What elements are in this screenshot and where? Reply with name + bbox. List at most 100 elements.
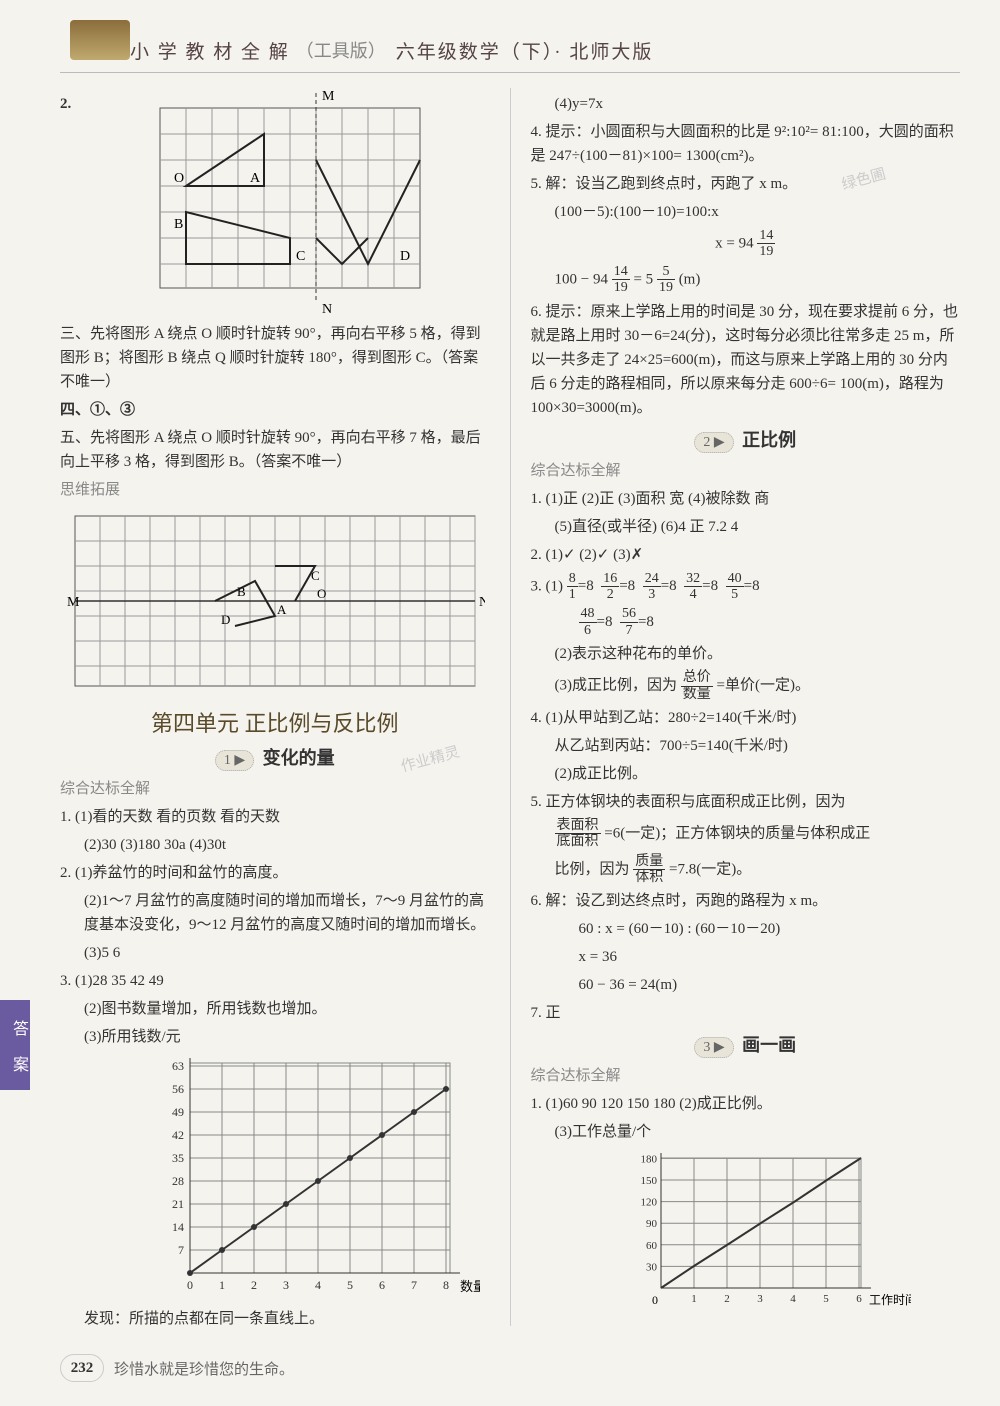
r5a: 表面积底面积 =6(一定)；正方体钢块的质量与体积成正 <box>531 818 961 850</box>
section-1-name: 变化的量 <box>263 748 335 768</box>
svg-text:30: 30 <box>646 1262 658 1274</box>
g2-N: N <box>479 595 485 610</box>
section-3-title: 3 ▶ 画一画 <box>531 1031 961 1058</box>
svg-text:90: 90 <box>646 1219 658 1231</box>
r-q5b: (100－5):(100－10)=100:x <box>531 200 961 224</box>
svg-text:8: 8 <box>443 1278 449 1292</box>
r5: 5. 正方体钢块的表面积与底面积成正比例，因为 <box>531 790 961 814</box>
svg-text:0: 0 <box>187 1278 193 1292</box>
r6d: 60 − 36 = 24(m) <box>531 973 961 997</box>
r4a: 4. (1)从甲站到乙站：280÷2=140(千米/时) <box>531 706 961 730</box>
svg-text:21: 21 <box>172 1197 184 1211</box>
svg-text:B: B <box>237 584 246 599</box>
svg-text:2: 2 <box>251 1278 257 1292</box>
r7: 7. 正 <box>531 1001 961 1025</box>
r1: 1. (1)正 (2)正 (3)面积 宽 (4)被除数 商 <box>531 487 961 511</box>
page-number: 232 <box>60 1354 104 1382</box>
l-q2b: (2)1～7 月盆竹的高度随时间的增加而增长，7～9 月盆竹的高度基本没变化，9… <box>60 889 490 937</box>
ans-3: 三、先将图形 A 绕点 O 顺时针旋转 90°，再向右平移 5 格，得到图形 B… <box>60 322 490 394</box>
svg-text:C: C <box>311 568 320 583</box>
chart-1: 71421283542495663 012345678 数量/本 <box>140 1053 480 1303</box>
svg-text:42: 42 <box>172 1128 184 1142</box>
svg-text:120: 120 <box>640 1197 657 1209</box>
unit-title: 第四单元 正比例与反比例 <box>60 706 490 738</box>
section-1-title: 1 ▶ 变化的量 <box>60 744 490 771</box>
svg-text:2: 2 <box>724 1293 730 1305</box>
r3b: 486=8 567=8 <box>531 606 961 638</box>
header-tool: （工具版） <box>296 37 386 63</box>
header-line <box>60 72 960 73</box>
svg-text:0: 0 <box>652 1293 658 1307</box>
chart-2: 306090120150180 123456 工作时间/时 0 <box>611 1148 911 1308</box>
rr1b: (3)工作总量/个 <box>531 1120 961 1144</box>
svg-text:49: 49 <box>172 1105 184 1119</box>
column-divider <box>510 88 511 1326</box>
faxian: 发现：所描的点都在同一条直线上。 <box>60 1307 490 1331</box>
section-3-name: 画一画 <box>742 1035 796 1055</box>
lbl-D: D <box>400 249 410 264</box>
svg-text:1: 1 <box>219 1278 225 1292</box>
l-q1a: 1. (1)看的天数 看的页数 看的天数 <box>60 805 490 829</box>
lbl-C: C <box>296 249 305 264</box>
svg-text:3: 3 <box>283 1278 289 1292</box>
svg-text:5: 5 <box>347 1278 353 1292</box>
svg-text:56: 56 <box>172 1082 184 1096</box>
lbl-M: M <box>322 89 335 104</box>
footer-quote: 珍惜水就是珍惜您的生命。 <box>114 1358 294 1379</box>
r2: 2. (1)✓ (2)✓ (3)✗ <box>531 543 961 567</box>
svg-text:180: 180 <box>640 1154 657 1166</box>
q2-label: 2. <box>60 92 71 116</box>
g2-M: M <box>67 595 80 610</box>
svg-text:7: 7 <box>411 1278 417 1292</box>
r-q5c: x = 94 1419 <box>531 228 961 260</box>
svg-text:4: 4 <box>790 1293 796 1305</box>
header: 小 学 教 材 全 解 （工具版） 六年级数学（下）· 北师大版 <box>60 30 960 70</box>
svg-text:28: 28 <box>172 1174 184 1188</box>
l-q1b: (2)30 (3)180 30a (4)30t <box>60 833 490 857</box>
svg-text:1: 1 <box>691 1293 697 1305</box>
c1-xaxis: 数量/本 <box>460 1279 480 1294</box>
svg-text:60: 60 <box>646 1240 658 1252</box>
r4b: 从乙站到丙站：700÷5=140(千米/时) <box>531 734 961 758</box>
r-q4: 4. 提示：小圆面积与大圆面积的比是 9²:10²= 81:100，大圆的面积是… <box>531 120 961 168</box>
r-q5d: 100 − 94 1419 = 5 519 (m) <box>531 264 961 296</box>
svg-text:6: 6 <box>379 1278 385 1292</box>
lbl-N: N <box>322 302 332 317</box>
lbl-B: B <box>174 217 183 232</box>
left-column: 2. M N <box>60 88 490 1326</box>
l-q3a: 3. (1)28 35 42 49 <box>60 969 490 993</box>
section-1-badge: 1 ▶ <box>215 750 254 771</box>
r5b: 比例，因为 质量体积 =7.8(一定)。 <box>531 854 961 886</box>
r4c: (2)成正比例。 <box>531 762 961 786</box>
svg-text:150: 150 <box>640 1175 657 1187</box>
svg-text:5: 5 <box>823 1293 829 1305</box>
grid-figure-1: M N O A B C D <box>150 88 450 318</box>
svg-text:3: 3 <box>757 1293 763 1305</box>
r3c: (2)表示这种花布的单价。 <box>531 642 961 666</box>
r6a: 6. 解：设乙到达终点时，丙跑的路程为 x m。 <box>531 889 961 913</box>
side-tab: 答 案 <box>0 1000 30 1090</box>
c2-xaxis: 工作时间/时 <box>869 1293 911 1307</box>
section-2-title: 2 ▶ 正比例 <box>531 426 961 453</box>
svg-text:A: A <box>277 602 287 617</box>
svg-text:O: O <box>317 586 326 601</box>
svg-text:4: 4 <box>315 1278 321 1292</box>
section-2-name: 正比例 <box>742 430 796 450</box>
l-q2c: (3)5 6 <box>60 941 490 965</box>
rr1: 1. (1)60 90 120 150 180 (2)成正比例。 <box>531 1092 961 1116</box>
svg-text:35: 35 <box>172 1151 184 1165</box>
right-column: (4)y=7x 4. 提示：小圆面积与大圆面积的比是 9²:10²= 81:10… <box>531 88 961 1326</box>
r6b: 60 : x = (60－10) : (60－10－20) <box>531 917 961 941</box>
r-q4pre: (4)y=7x <box>531 92 961 116</box>
grid-figure-2: M N C O B A D <box>65 506 485 696</box>
r-q6: 6. 提示：原来上学路上用的时间是 30 分，现在要求提前 6 分，也就是路上用… <box>531 300 961 420</box>
l-q3b: (2)图书数量增加，所用钱数也增加。 <box>60 997 490 1021</box>
svg-text:7: 7 <box>178 1243 184 1257</box>
ans-4: 四、①、③ <box>60 398 490 422</box>
l-q2a: 2. (1)养盆竹的时间和盆竹的高度。 <box>60 861 490 885</box>
section-2-badge: 2 ▶ <box>694 432 733 453</box>
l-q3c: (3)所用钱数/元 <box>60 1025 490 1049</box>
zonghe-1: 综合达标全解 <box>60 777 490 801</box>
zonghe-2: 综合达标全解 <box>531 459 961 483</box>
svg-text:63: 63 <box>172 1059 184 1073</box>
